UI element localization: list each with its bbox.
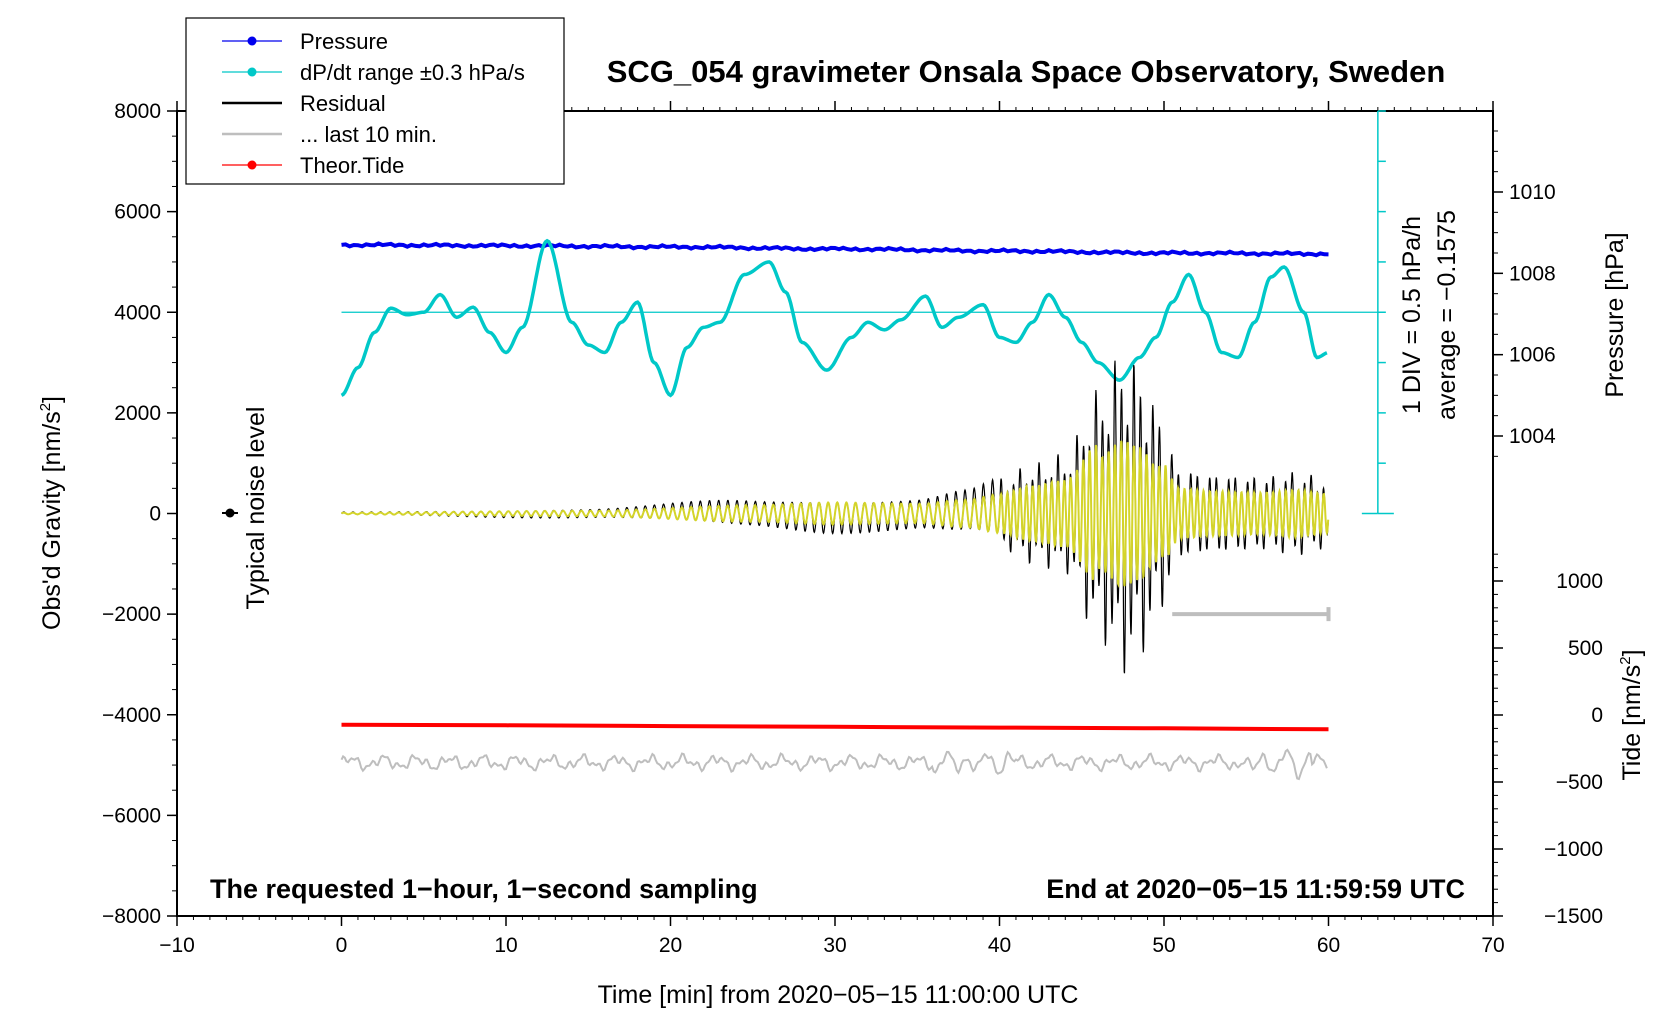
tide-tick-label: 1000 — [1556, 570, 1603, 593]
legend-dot — [247, 160, 257, 170]
y-tick-label: −2000 — [102, 603, 161, 626]
y-tick-label: 6000 — [114, 201, 161, 224]
x-tick-label: 50 — [1152, 934, 1175, 957]
tide-axis-title-main: Tide [nm/s — [1618, 665, 1646, 781]
theor-tide-line — [341, 722, 1329, 732]
y-axis-title-close: ] — [38, 396, 66, 403]
x-tick-label: 10 — [494, 934, 517, 957]
pressure-axis-title: Pressure [hPa] — [1601, 232, 1629, 397]
y-tick-label: 4000 — [114, 301, 161, 324]
x-tick-label: 20 — [659, 934, 682, 957]
dpdt-line — [340, 238, 1328, 398]
y-tick-label: 0 — [149, 503, 161, 526]
y-tick-label: −4000 — [102, 704, 161, 727]
x-axis-title: Time [min] from 2020−05−15 11:00:00 UTC — [598, 981, 1079, 1009]
bottom-left-note: The requested 1−hour, 1−second sampling — [210, 874, 758, 904]
legend-box — [185, 17, 565, 185]
pressure-tick-label: 1010 — [1509, 181, 1556, 204]
x-tick-label: −10 — [159, 934, 195, 957]
y-tick-label: −8000 — [102, 905, 161, 928]
y-axis-title-main: Obs'd Gravity [nm/s — [38, 411, 66, 630]
legend-label: ... last 10 min. — [300, 122, 437, 147]
legend-dot — [247, 36, 257, 46]
noise-level-label: Typical noise level — [242, 407, 270, 610]
x-tick-label: 40 — [988, 934, 1011, 957]
pressure-tick-label: 1006 — [1509, 344, 1556, 367]
legend-dot — [247, 67, 257, 77]
x-tick-label: 60 — [1317, 934, 1340, 957]
x-tick-label: 70 — [1481, 934, 1504, 957]
div-label: 1 DIV = 0.5 hPa/h — [1398, 216, 1426, 414]
tide-axis-title: Tide [nm/s2] — [1617, 649, 1646, 780]
y-tick-label: 2000 — [114, 402, 161, 425]
data-series — [340, 110, 1394, 781]
y-tick-label: 8000 — [114, 100, 161, 123]
legend-label: Residual — [300, 91, 386, 116]
tide-axis-title-sup: 2 — [1617, 656, 1634, 664]
pressure-line — [341, 241, 1329, 258]
noise-trace-line — [340, 748, 1328, 781]
tide-axis-title-close: ] — [1618, 649, 1646, 656]
y-axis-title: Obs'd Gravity [nm/s2] — [37, 396, 66, 630]
residual-filtered-line — [340, 440, 1330, 589]
x-tick-label: 0 — [336, 934, 348, 957]
chart-title: SCG_054 gravimeter Onsala Space Observat… — [607, 54, 1446, 89]
axes-ticks: −10 0 10 20 30 40 50 60 70 8000 6000 4000 2000 0 −2000… — [102, 100, 1603, 957]
x-tick-label: 30 — [823, 934, 846, 957]
y-axis-title-sup: 2 — [37, 403, 54, 411]
pressure-tick-label: 1008 — [1509, 262, 1556, 285]
legend: Pressure dP/dt range ±0.3 hPa/s Residual..… — [185, 17, 565, 185]
tide-tick-label: 500 — [1568, 637, 1603, 660]
pressure-tick-label: 1004 — [1509, 425, 1556, 448]
tide-tick-label: −1500 — [1544, 905, 1603, 928]
legend-label: Pressure — [300, 29, 388, 54]
tide-tick-label: 0 — [1591, 704, 1603, 727]
tide-tick-label: −1000 — [1544, 838, 1603, 861]
legend-label: Theor.Tide — [300, 153, 404, 178]
average-label: average = −0.1575 — [1433, 210, 1461, 420]
bottom-right-note: End at 2020−05−15 11:59:59 UTC — [1046, 874, 1465, 904]
legend-label: dP/dt range ±0.3 hPa/s — [300, 60, 525, 85]
y-tick-label: −6000 — [102, 804, 161, 827]
tide-tick-label: −500 — [1556, 771, 1603, 794]
